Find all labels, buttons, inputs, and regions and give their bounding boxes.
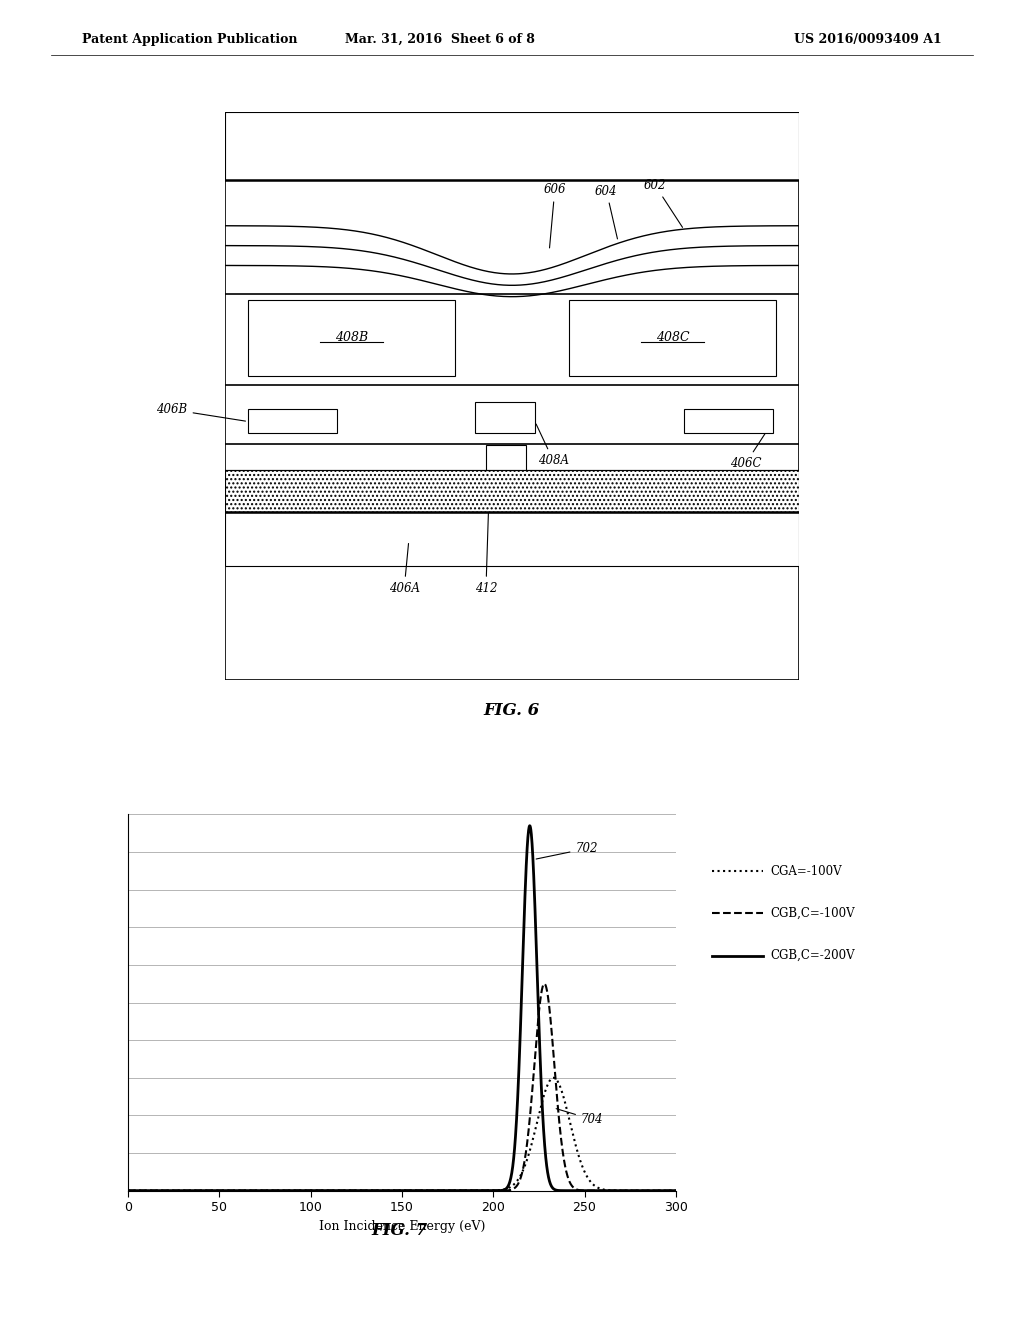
Text: 406C: 406C xyxy=(730,424,771,470)
Text: CGB,C=-100V: CGB,C=-100V xyxy=(770,907,855,920)
Bar xyxy=(684,409,773,433)
Text: US 2016/0093409 A1: US 2016/0093409 A1 xyxy=(795,33,942,46)
Text: CGA=-100V: CGA=-100V xyxy=(770,865,842,878)
Text: 702: 702 xyxy=(537,842,598,859)
Text: CGB,C=-200V: CGB,C=-200V xyxy=(770,949,855,962)
Bar xyxy=(486,445,526,473)
Bar xyxy=(248,409,337,433)
Text: 602: 602 xyxy=(644,178,683,227)
Text: 408C: 408C xyxy=(655,331,689,345)
Bar xyxy=(225,470,799,512)
Text: 606: 606 xyxy=(544,183,566,248)
Bar xyxy=(225,512,799,566)
Bar xyxy=(569,300,776,376)
Bar xyxy=(248,300,455,376)
Text: 604: 604 xyxy=(595,185,617,239)
Bar xyxy=(475,401,535,433)
Text: 704: 704 xyxy=(556,1109,603,1126)
Text: 408A: 408A xyxy=(537,424,568,467)
Text: Patent Application Publication: Patent Application Publication xyxy=(82,33,297,46)
Text: FIG. 7: FIG. 7 xyxy=(372,1222,427,1239)
X-axis label: Ion Incidence Energy (eV): Ion Incidence Energy (eV) xyxy=(318,1220,485,1233)
Text: 406A: 406A xyxy=(389,544,420,595)
Text: Mar. 31, 2016  Sheet 6 of 8: Mar. 31, 2016 Sheet 6 of 8 xyxy=(345,33,536,46)
Text: 408B: 408B xyxy=(335,331,368,345)
Text: 412: 412 xyxy=(475,495,498,595)
Text: 406B: 406B xyxy=(157,403,246,421)
Text: FIG. 6: FIG. 6 xyxy=(484,702,540,719)
Bar xyxy=(225,112,799,181)
